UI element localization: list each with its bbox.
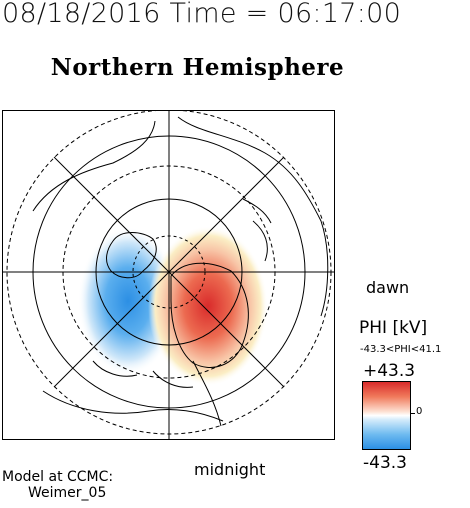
model-label: Model at CCMC: (2, 469, 114, 485)
colorbar-title: PHI [kV] (359, 318, 428, 338)
map-canvas (3, 111, 334, 439)
datetime-title: 08/18/2016 Time = 06:17:00 (2, 0, 402, 29)
coastlines (32, 116, 329, 427)
hemisphere-title: Northern Hemisphere (50, 54, 345, 81)
colorbar-zero-tick (411, 413, 415, 414)
midnight-label: midnight (194, 460, 266, 479)
colorbar (362, 381, 411, 450)
colorbar-zero-label: 0 (416, 406, 423, 417)
potential-field (78, 226, 268, 386)
colorbar-range: -43.3<PHI<41.1 (360, 344, 442, 355)
longitude-grid (3, 111, 334, 439)
model-name: Weimer_05 (28, 485, 107, 501)
colorbar-min-label: -43.3 (363, 453, 407, 473)
polar-map (2, 110, 335, 440)
colorbar-max-label: +43.3 (363, 361, 416, 381)
positive-potential-cell (148, 226, 268, 386)
dawn-label: dawn (366, 278, 410, 297)
